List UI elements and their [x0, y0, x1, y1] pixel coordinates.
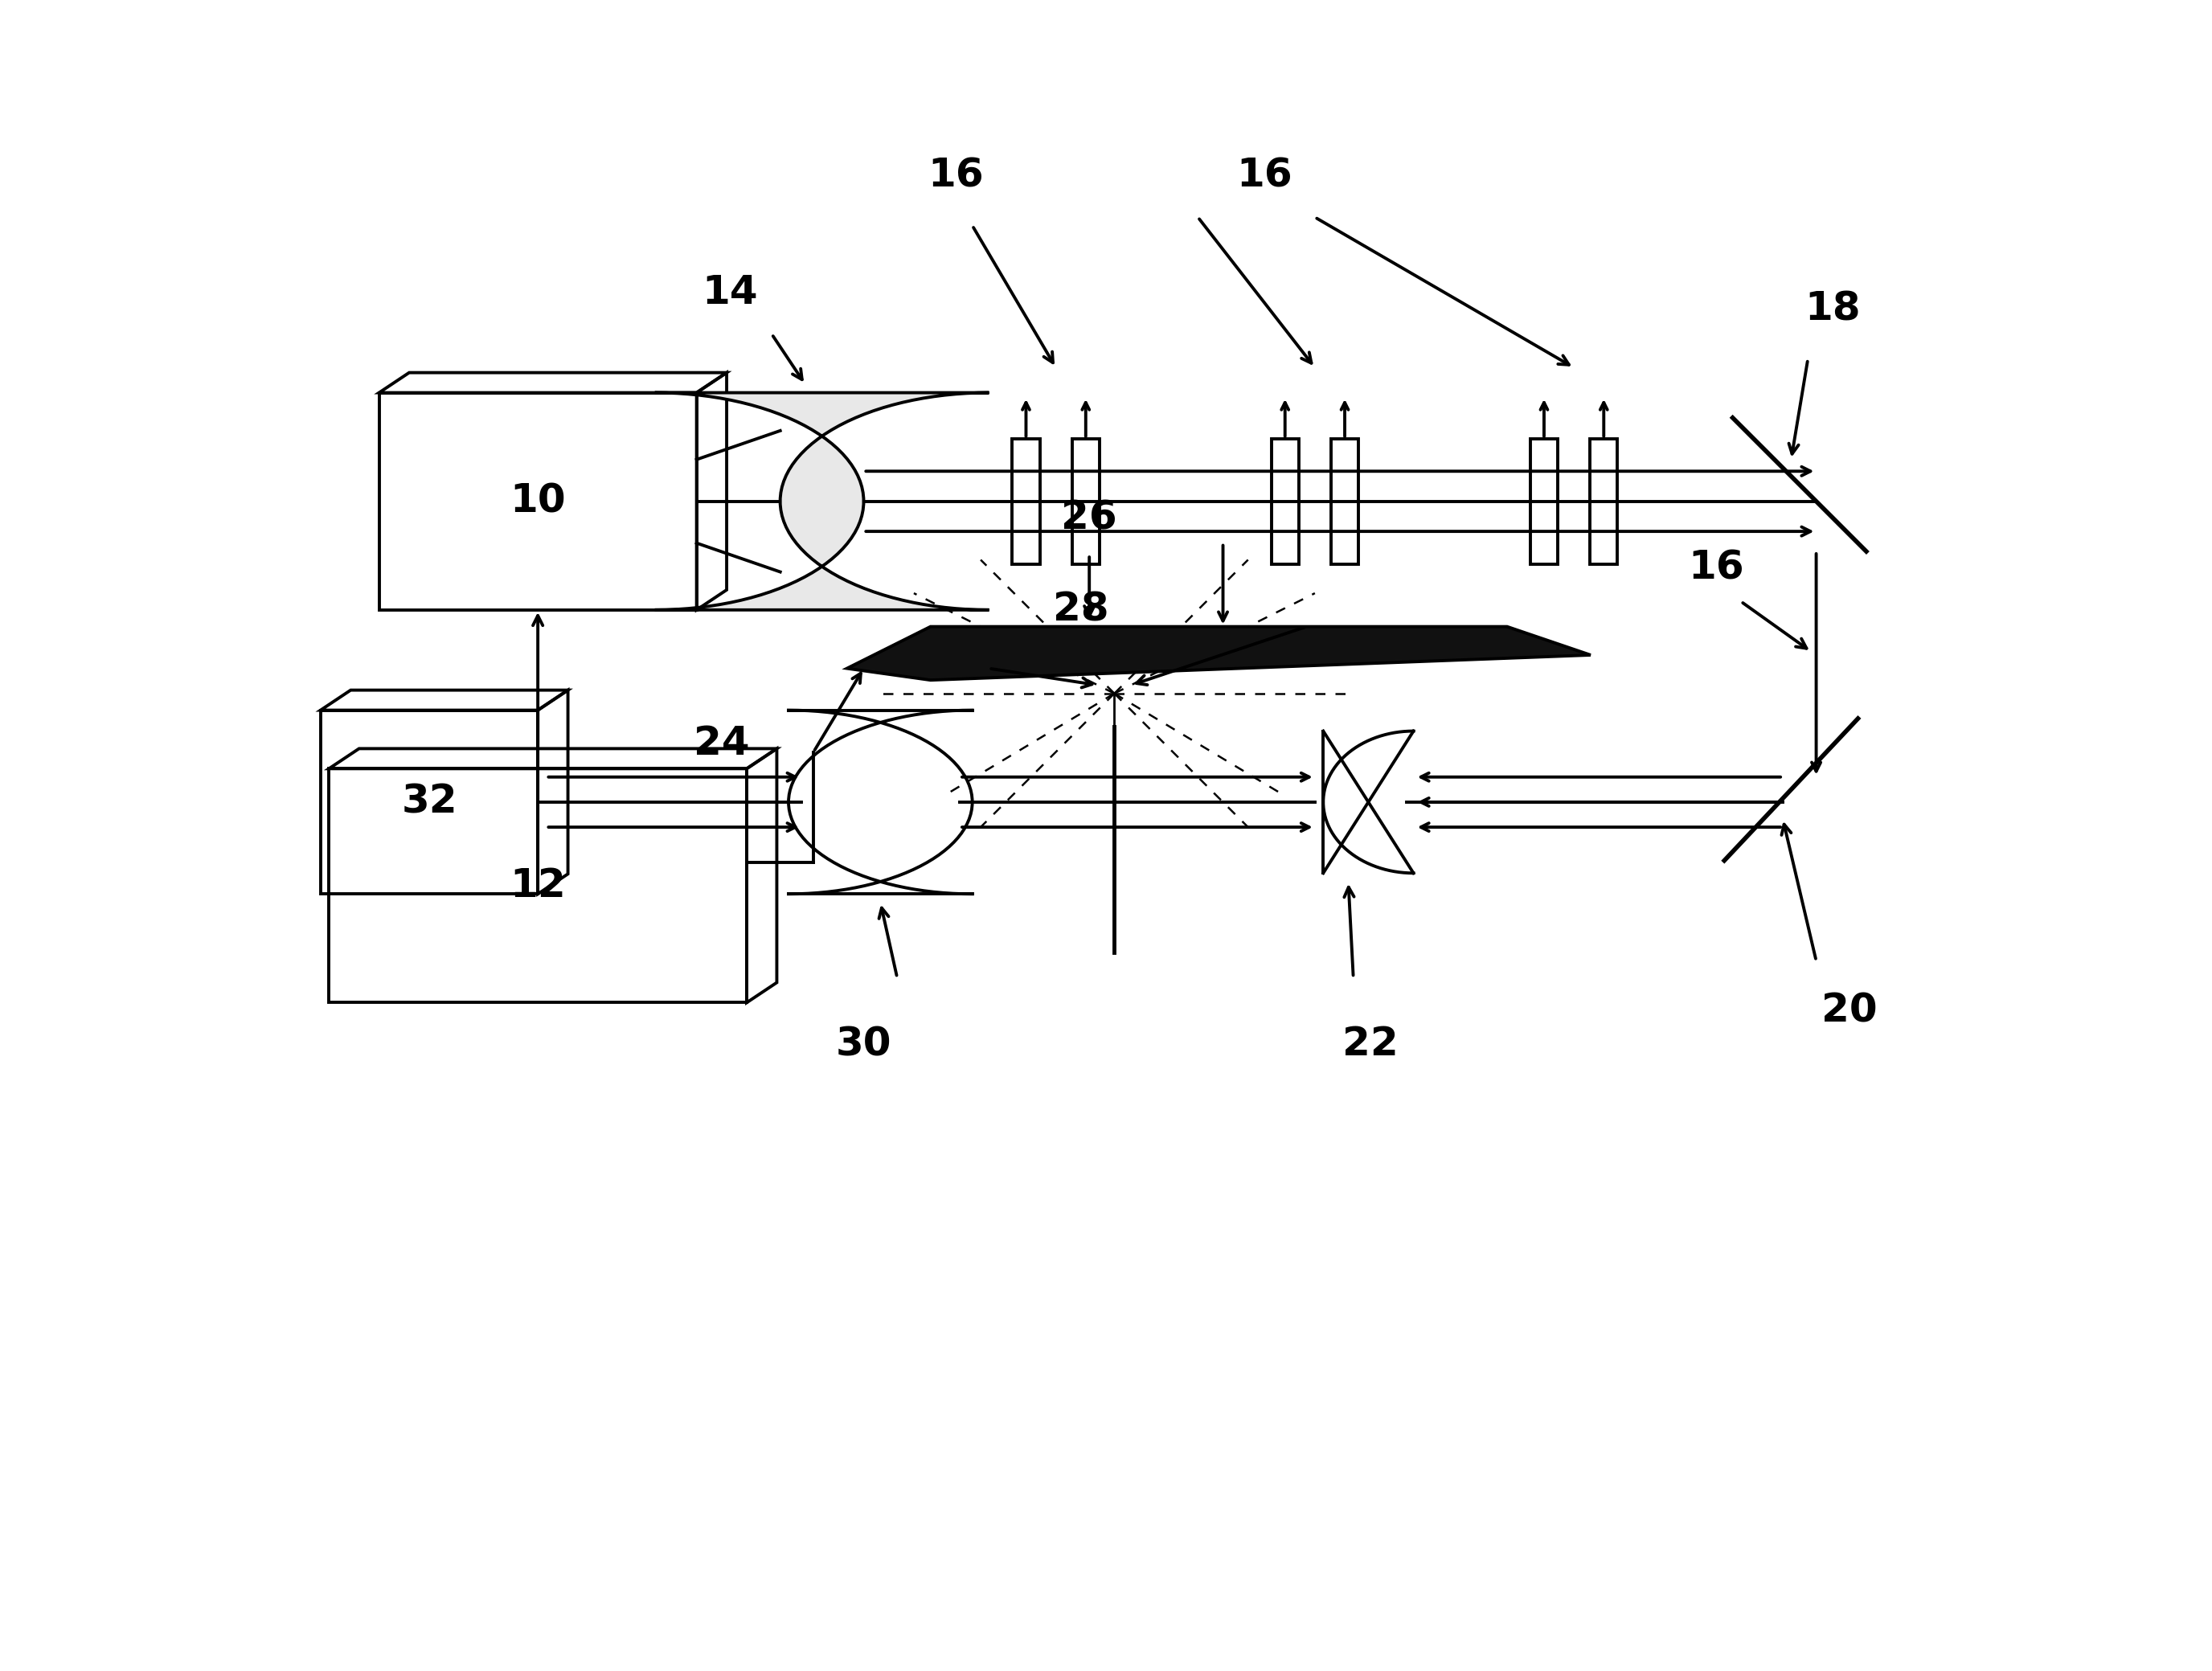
Bar	[1073, 438, 1099, 565]
Text: 24: 24	[695, 724, 750, 764]
Text: 20: 20	[1823, 991, 1878, 1031]
Text: 26: 26	[1062, 498, 1117, 538]
Text: 28: 28	[1053, 590, 1108, 630]
Text: 16: 16	[927, 155, 984, 196]
Bar	[1332, 438, 1358, 565]
Text: 16: 16	[1237, 155, 1292, 196]
Bar	[1531, 438, 1557, 565]
Text: 22: 22	[1343, 1024, 1398, 1064]
Bar	[378, 393, 697, 610]
Bar	[1590, 438, 1617, 565]
Text: 30: 30	[836, 1024, 891, 1064]
Text: 12: 12	[509, 866, 566, 906]
Text: 10: 10	[509, 481, 566, 521]
Bar	[1013, 438, 1040, 565]
Text: 14: 14	[701, 272, 759, 312]
Polygon shape	[847, 627, 1590, 680]
Text: 16: 16	[1688, 548, 1743, 588]
Text: 18: 18	[1805, 289, 1860, 329]
Bar	[330, 769, 748, 1003]
Polygon shape	[655, 393, 989, 610]
Bar	[321, 710, 538, 894]
Text: 32: 32	[400, 782, 458, 822]
Bar	[1272, 438, 1298, 565]
